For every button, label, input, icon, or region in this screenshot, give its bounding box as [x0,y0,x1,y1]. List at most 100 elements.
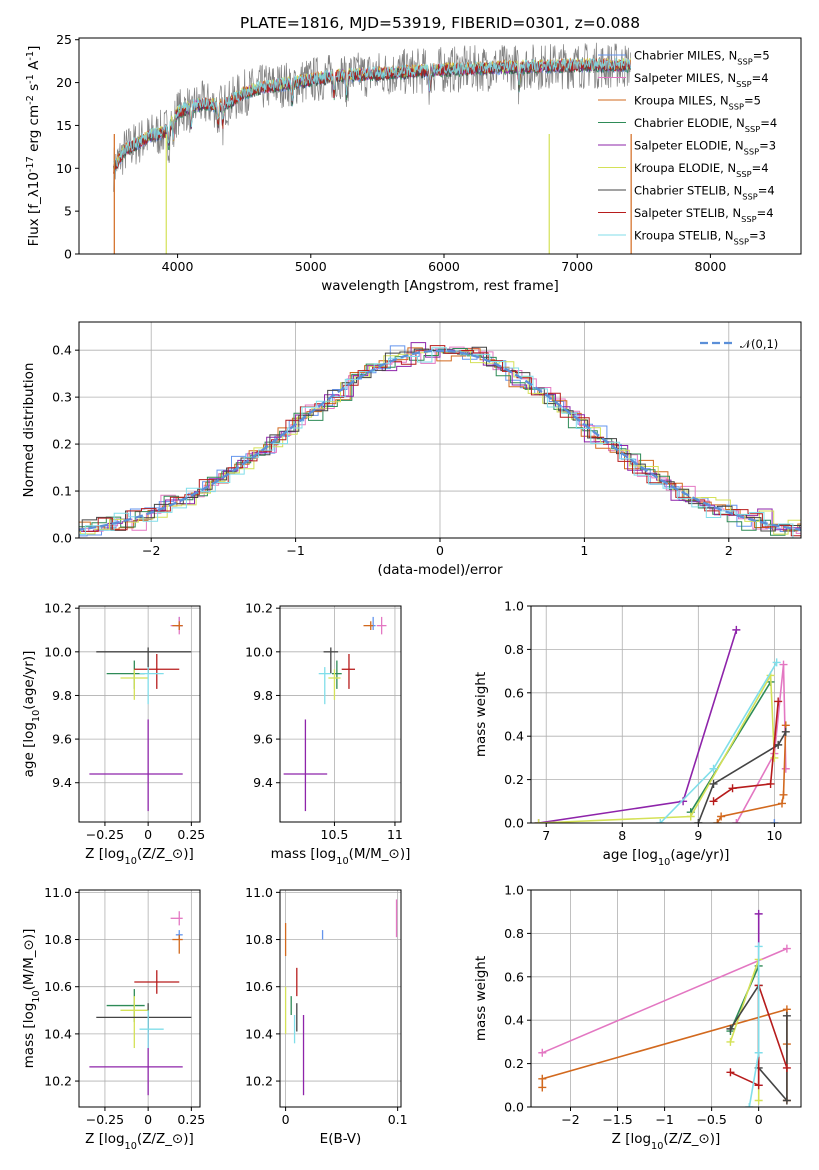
mass_vs_Z-frame [78,889,201,1108]
legend-entry: Kroupa STELIB, NSSP=3 [634,229,766,247]
mass-weight-marker [754,942,763,951]
residual-histogram-step [79,342,801,538]
weight_vs_Z-xtick-label: −1.5 [602,1112,632,1127]
mass_vs_ebv-frame [279,889,402,1108]
age_vs_Z-xtick-label: 0.25 [177,827,205,842]
weight_vs_age-ytick-label: 0.0 [504,816,524,831]
spectrum-xtick-label: 5000 [295,259,327,274]
mass-weight-marker [538,1074,547,1083]
mass-weight-marker [754,1096,763,1105]
legend-entry: Kroupa MILES, NSSP=5 [634,94,761,112]
weight_vs_Z-ylabel: mass weight [473,956,489,1041]
mass-weight-marker [709,797,718,806]
legend-entry: Kroupa ELODIE, NSSP=4 [634,161,769,179]
weight_vs_Z-plot-area [538,909,791,1107]
residuals-xtick-label: −1 [286,543,304,558]
spectrum-ytick-label: 20 [56,75,72,90]
model-spectrum-line [113,57,631,167]
spectrum-plot-area [113,42,632,254]
weight_vs_Z-panel: −2 −1.5 −1 −0.5 0 0.0 0.2 0.4 0.6 0.8 1.0 Z [log10(… [473,883,802,1152]
legend-entry: Salpeter MILES, NSSP=4 [634,71,769,89]
mass_vs_ebv-ytick-label: 10.8 [245,932,273,947]
weight_vs_age-ytick-label: 0.4 [504,729,524,744]
spectrum-xtick-label: 8000 [695,259,727,274]
residuals-ytick-label: 0.4 [52,343,72,358]
mass-weight-marker [732,625,741,634]
residuals-plot-area [79,342,801,538]
mass-weight-marker [709,779,718,788]
age_vs_mass-ytick-label: 9.8 [253,688,273,703]
mass-weight-line [713,701,779,802]
weight_vs_Z-xlabel: Z [log10(Z/Z_⊙)] [612,1131,721,1152]
age_vs_Z-ytick-label: 10.0 [44,644,72,659]
mass_vs_Z-panel: −0.25 0 0.25 10.2 10.4 10.6 10.8 11.0 Z [log10(Z… [21,885,205,1152]
weight_vs_age-xtick-label: 9 [694,828,702,843]
mass_vs_Z-ytick-label: 11.0 [44,885,72,900]
spectrum-ytick-label: 10 [56,161,72,176]
mass-weight-marker [713,819,722,823]
age_vs_Z-xlabel: Z [log10(Z/Z_⊙)] [85,846,194,867]
legend-entry: Chabrier STELIB, NSSP=4 [634,184,775,202]
mass-weight-marker [770,819,779,823]
residuals-ytick-label: 0.3 [52,390,72,405]
weight_vs_Z-ytick-label: 0.2 [504,1056,524,1071]
spectrum-ytick-label: 25 [56,32,72,47]
mass-weight-marker [766,779,775,788]
mass-weight-marker [754,909,763,918]
age_vs_Z-panel: −0.25 0 0.25 9.4 9.6 9.8 10.0 10.2 Z [log10(Z/Z_… [21,601,205,867]
spectrum-xlabel: wavelength [Angstrom, rest frame] [321,278,559,294]
age_vs_mass-frame [279,605,402,823]
normal-reference-curve [79,349,801,531]
mass_vs_Z-ytick-label: 10.4 [44,1026,72,1041]
legend-entry: Salpeter ELODIE, NSSP=3 [634,139,776,157]
mass-weight-marker [656,819,665,823]
mass-weight-marker [709,764,718,773]
mass-weight-line [538,629,738,823]
age_vs_mass-ytick-label: 9.6 [253,732,273,747]
model-spectrum-line [113,58,631,174]
mass-weight-marker [694,819,703,823]
weight_vs_age-ytick-label: 0.8 [504,642,524,657]
weight_vs_age-ytick-label: 0.2 [504,772,524,787]
mass_vs_ebv-ytick-label: 11.0 [245,885,273,900]
residuals-xtick-label: 0 [436,543,444,558]
mass-weight-marker [686,812,695,821]
age_vs_Z-xtick-label: 0 [144,827,152,842]
age_vs_Z-ytick-label: 9.4 [52,775,72,790]
weight_vs_Z-ytick-label: 0.4 [504,1013,524,1028]
spectrum-ytick-label: 0 [64,247,72,262]
mass_vs_Z-xlabel: Z [log10(Z/Z_⊙)] [85,1131,194,1152]
residuals-xtick-label: 1 [580,543,588,558]
weight_vs_Z-xtick-label: −0.5 [696,1112,726,1127]
residuals-ytick-label: 0.0 [52,531,72,546]
mass_vs_Z-xtick-label: 0 [144,1112,152,1127]
mass_vs_Z-plot-area [89,911,192,1096]
mass-weight-marker [782,1011,791,1020]
mass-weight-marker [782,944,791,953]
mass-weight-marker [774,740,783,749]
residual-histogram-step [79,348,801,536]
age_vs_Z-plot-area [89,616,192,812]
legend-entry: 𝒩(0,1) [740,337,778,351]
mass-weight-marker [538,1083,547,1092]
residuals-xlabel: (data-model)/error [377,562,503,578]
weight_vs_Z-frame [530,889,802,1108]
residuals-xtick-label: 2 [725,543,733,558]
age_vs_Z-ylabel: age [log10(age/yr)] [21,651,42,778]
mass-weight-marker [726,1037,735,1046]
spectrum-frame [78,37,802,255]
age_vs_mass-ytick-label: 9.4 [253,775,273,790]
legend-entry: Salpeter STELIB, NSSP=4 [634,206,774,224]
mass-weight-marker [782,1096,791,1105]
mass-weight-marker [534,819,543,823]
age_vs_mass-panel: 10.5 11 9.4 9.6 9.8 10.0 10.2 mass [log10(M/M_⊙… [245,601,410,867]
residuals-ytick-label: 0.2 [52,437,72,452]
mass-weight-marker [781,764,790,773]
spectrum-xtick-label: 6000 [428,259,460,274]
residual-histogram-step [79,345,801,537]
weight_vs_age-xtick-label: 7 [542,828,550,843]
weight_vs_Z-xtick-label: 0 [755,1112,763,1127]
spectrum-ytick-label: 15 [56,118,72,133]
mass-weight-marker [717,812,726,821]
